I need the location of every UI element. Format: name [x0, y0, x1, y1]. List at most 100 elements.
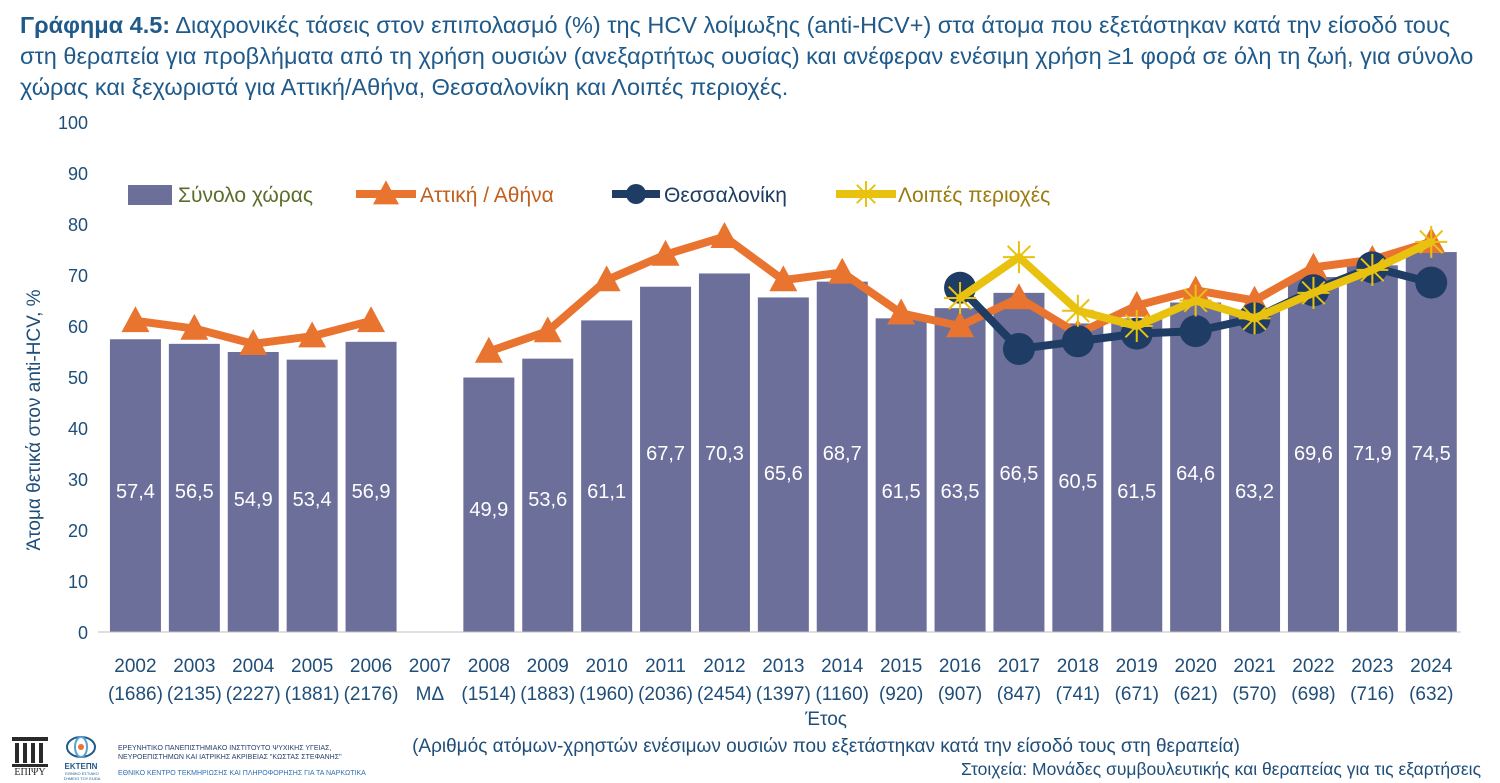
- y-axis-label: Άτομα θετικά στον anti-HCV, %: [24, 289, 45, 550]
- legend-label: Σύνολο χώρας: [178, 184, 313, 207]
- bar-data-label: 66,5: [999, 463, 1038, 485]
- bar-data-label: 67,7: [646, 443, 685, 465]
- source-note: Στοιχεία: Μονάδες συμβουλευτικής και θερ…: [961, 759, 1481, 779]
- x-tick-note: (698): [1291, 684, 1335, 705]
- x-tick-note: (2227): [226, 684, 281, 705]
- bar: [1287, 277, 1339, 632]
- legend: Σύνολο χώρας Αττική / Αθήνα Θεσσαλονίκη Λοι…: [128, 180, 1050, 207]
- bar-data-label: 65,6: [764, 463, 803, 485]
- bar: [640, 286, 692, 632]
- loipes-marker: [1415, 225, 1448, 258]
- loipes-marker: [944, 281, 977, 314]
- attiki-marker: [298, 321, 327, 348]
- y-tick-label: 10: [68, 572, 88, 592]
- legend-swatch-marker: [373, 180, 399, 205]
- x-tick-note: (2176): [344, 684, 399, 705]
- loipes-marker: [1297, 276, 1330, 309]
- x-tick-label: 2016: [939, 656, 981, 677]
- x-tick-label: 2006: [350, 656, 392, 677]
- x-tick-label: 2002: [114, 656, 156, 677]
- loipes-marker: [1002, 241, 1035, 274]
- x-tick-label: 2009: [527, 656, 569, 677]
- x-tick-note: (2036): [638, 684, 693, 705]
- bar-data-label: 56,9: [352, 481, 391, 503]
- bar-data-label: 74,5: [1412, 443, 1451, 465]
- x-axis-label: Έτος: [804, 709, 847, 730]
- attiki-marker: [651, 239, 680, 266]
- bar-data-label: 53,4: [293, 489, 332, 511]
- x-tick-label: 2003: [173, 656, 215, 677]
- x-tick-note: (1960): [579, 684, 634, 705]
- x-tick-label: 2020: [1175, 656, 1217, 677]
- bar: [1170, 302, 1222, 632]
- x-tick-note: (920): [879, 684, 923, 705]
- legend-swatch-marker: [626, 184, 646, 204]
- x-tick-note: (1883): [520, 684, 575, 705]
- footer-logos: ΕΠΙΨΥ ΕΚΤΕΠΝ ΕΘΝΙΚΟ ΕΣΤΙΑΚΟ ΣΗΜΕΙΟ ΤΟΥ E…: [6, 733, 386, 781]
- x-tick-label: 2012: [703, 656, 745, 677]
- attiki-marker: [474, 336, 503, 363]
- chart-title-label: Γράφημα 4.5:: [20, 12, 171, 38]
- y-tick-label: 80: [68, 215, 88, 235]
- x-tick-note: (1881): [285, 684, 340, 705]
- loipes-marker: [1179, 284, 1212, 317]
- attiki-marker: [180, 313, 209, 340]
- attiki-marker: [1299, 252, 1328, 279]
- y-tick-label: 100: [58, 113, 88, 133]
- y-tick-label: 70: [68, 266, 88, 286]
- x-tick-label: 2008: [468, 656, 510, 677]
- x-tick-label: 2022: [1292, 656, 1334, 677]
- attiki-marker: [887, 298, 916, 325]
- line-series: [121, 222, 1448, 365]
- bar: [1346, 265, 1398, 632]
- bar: [345, 341, 397, 632]
- x-tick-note: (2454): [697, 684, 752, 705]
- x-axis: 2002 (1686) 2003 (2135) 2004 (2227) 2005 (1881)…: [98, 631, 1461, 705]
- attiki-marker: [946, 311, 975, 338]
- x-tick-note: (1514): [461, 684, 516, 705]
- x-tick-note: (570): [1232, 684, 1276, 705]
- legend-label: Θεσσαλονίκη: [664, 184, 787, 207]
- ektepn-logo-subtext: ΕΘΝΙΚΟ ΕΣΤΙΑΚΟ ΣΗΜΕΙΟ ΤΟΥ EUDA: [63, 771, 101, 781]
- bar: [463, 377, 515, 632]
- attiki-marker: [121, 306, 150, 333]
- bar: [581, 320, 633, 632]
- bar-data-labels: 57,4 56,5 54,9 53,4 56,9 49,9 53,6 61,1 67,7 70,3…: [116, 443, 1451, 521]
- bar: [934, 308, 986, 632]
- bar: [1111, 318, 1163, 632]
- bar: [286, 359, 338, 632]
- bar-data-label: 64,6: [1176, 463, 1215, 485]
- bar-data-label: 68,7: [823, 443, 862, 465]
- bar-data-label: 69,6: [1294, 443, 1333, 465]
- bar: [109, 339, 161, 632]
- x-tick-label: 2014: [821, 656, 864, 677]
- institute-line-2: ΝΕΥΡΟΕΠΙΣΤΗΜΩΝ ΚΑΙ ΙΑΤΡΙΚΗΣ ΑΚΡΙΒΕΙΑΣ "Κ…: [118, 754, 342, 761]
- x-tick-label: 2021: [1233, 656, 1275, 677]
- x-tick-note: (847): [997, 684, 1041, 705]
- y-tick-label: 40: [68, 419, 88, 439]
- x-tick-label: 2013: [762, 656, 804, 677]
- thessaloniki-marker: [1061, 325, 1094, 358]
- bar-data-label: 57,4: [116, 481, 155, 503]
- x-tick-label: 2024: [1410, 656, 1453, 677]
- loipes-marker: [1238, 302, 1271, 335]
- bar: [522, 358, 574, 632]
- loipes-marker: [1061, 294, 1094, 327]
- y-tick-label: 0: [78, 623, 88, 643]
- x-tick-note: (671): [1115, 684, 1159, 705]
- x-tick-note: (632): [1409, 684, 1453, 705]
- ektepn-logo-text: ΕΚΤΕΠΝ: [64, 762, 98, 771]
- y-tick-label: 30: [68, 470, 88, 490]
- x-tick-label: 2011: [645, 656, 686, 677]
- attiki-marker: [533, 316, 562, 343]
- attiki-marker: [1122, 290, 1151, 317]
- bar: [816, 281, 868, 632]
- bar: [1229, 309, 1281, 632]
- y-tick-label: 60: [68, 317, 88, 337]
- ektepn-logo: [66, 736, 96, 758]
- bar-data-label: 61,1: [587, 481, 626, 503]
- institute-line-1: ΕΡΕΥΝΗΤΙΚΟ ΠΑΝΕΠΙΣΤΗΜΙΑΚΟ ΙΝΣΤΙΤΟΥΤΟ ΨΥΧ…: [118, 745, 332, 752]
- attiki-marker: [828, 257, 857, 284]
- x-tick-note: (741): [1056, 684, 1100, 705]
- chart-title-text: Διαχρονικές τάσεις στον επιπολασμό (%) τ…: [20, 12, 1474, 100]
